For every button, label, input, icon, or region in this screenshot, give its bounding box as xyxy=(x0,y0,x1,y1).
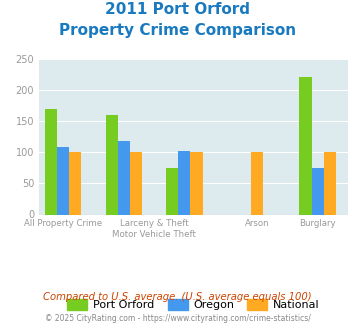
Legend: Port Orford, Oregon, National: Port Orford, Oregon, National xyxy=(63,294,324,314)
Text: 2011 Port Orford: 2011 Port Orford xyxy=(105,2,250,16)
Text: Property Crime Comparison: Property Crime Comparison xyxy=(59,23,296,38)
Bar xyxy=(324,152,336,214)
Bar xyxy=(166,168,178,214)
Bar xyxy=(251,152,263,214)
Bar xyxy=(69,152,81,214)
Bar xyxy=(118,141,130,214)
Bar xyxy=(300,77,312,214)
Bar xyxy=(45,109,57,214)
Bar xyxy=(106,115,118,214)
Text: © 2025 CityRating.com - https://www.cityrating.com/crime-statistics/: © 2025 CityRating.com - https://www.city… xyxy=(45,314,310,323)
Bar xyxy=(130,152,142,214)
Bar xyxy=(190,152,203,214)
Text: Compared to U.S. average. (U.S. average equals 100): Compared to U.S. average. (U.S. average … xyxy=(43,292,312,302)
Bar xyxy=(57,148,69,214)
Bar xyxy=(178,150,190,214)
Bar xyxy=(312,168,324,214)
